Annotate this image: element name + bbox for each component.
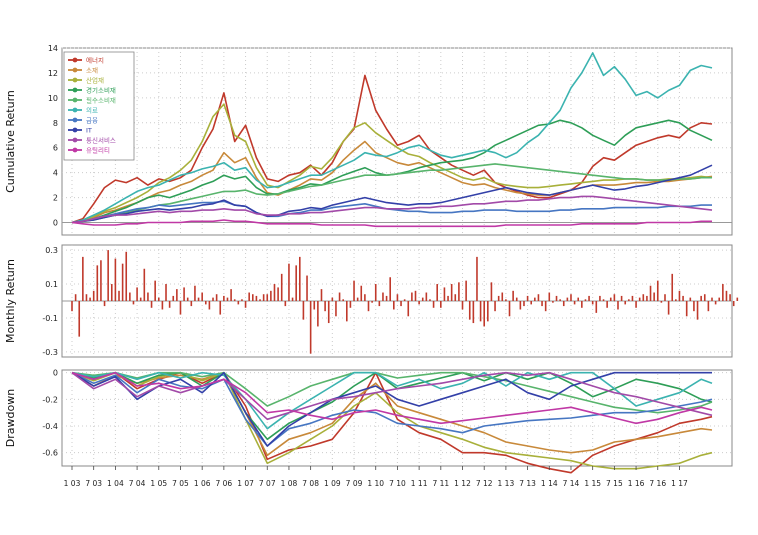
panel-3-series-line [71, 371, 712, 447]
xtick-label: 7 08 [302, 479, 319, 488]
xtick-label: 1 11 [411, 479, 428, 488]
xtick-label: 1 10 [367, 479, 384, 488]
panel-1-ytick-label: 10 [48, 94, 58, 103]
xtick-label: 7 04 [129, 479, 146, 488]
panel-1-ytick-label: 8 [53, 119, 58, 128]
panel-3-ylabel: Drawdown [4, 389, 17, 447]
legend-entry-label: 필수소비재 [86, 96, 116, 105]
xtick-label: 1 13 [498, 479, 515, 488]
xtick-label: 7 06 [216, 479, 233, 488]
xtick-label: 1 03 [64, 479, 81, 488]
xtick-label: 7 05 [172, 479, 189, 488]
legend-entry-label: 통신서비스 [86, 136, 116, 145]
legend-entry-label: 의료 [86, 106, 98, 115]
legend-marker [72, 87, 78, 93]
legend-marker [72, 97, 78, 103]
xtick-label: 7 09 [346, 479, 363, 488]
xtick-label: 7 03 [85, 479, 102, 488]
panel-1-series-line [71, 74, 713, 224]
panel-1-ytick-label: 12 [48, 69, 58, 78]
panel-3-series-line [71, 371, 713, 447]
panel-1-ytick-label: 6 [53, 144, 58, 153]
panel-1-series-line [71, 163, 712, 224]
xtick-label: 1 14 [541, 479, 558, 488]
panel-3-series-line [71, 371, 713, 457]
panel-2-ytick-label: 0.1 [45, 280, 58, 289]
xtick-label: 1 08 [281, 479, 298, 488]
xtick-label: 7 10 [389, 479, 406, 488]
panel-3-series-line [71, 371, 713, 430]
xtick-label: 1 12 [454, 479, 471, 488]
legend-marker [72, 117, 78, 123]
panel-1-ytick-label: 0 [53, 219, 58, 228]
legend-entry-label: 소재 [86, 67, 98, 75]
xtick-label: 7 11 [432, 479, 449, 488]
xtick-label: 7 12 [476, 479, 493, 488]
panel-3-ytick-label: -0.2 [42, 395, 58, 404]
panel-1-series-line [71, 103, 713, 224]
xtick-label: 7 16 [649, 479, 666, 488]
xtick-label: 1 16 [628, 479, 645, 488]
legend-entry-label: 유틸리티 [86, 146, 110, 155]
legend-marker [72, 127, 78, 133]
xtick-label: 7 13 [519, 479, 536, 488]
legend-marker [72, 67, 78, 73]
panel-3-series-line [71, 371, 713, 414]
panel-1-series-line [71, 219, 712, 228]
panel-1-ytick-label: 2 [53, 194, 58, 203]
xtick-label: 1 09 [324, 479, 341, 488]
panel-1-ylabel: Cumulative Return [4, 90, 17, 193]
xtick-label: 1 15 [584, 479, 601, 488]
xtick-label: 1 04 [107, 479, 124, 488]
panel-2-ylabel: Monthly Return [4, 259, 17, 343]
panel-3-ytick-label: -0.4 [42, 422, 58, 431]
panel-3-ytick-label: -0.6 [42, 449, 58, 458]
panel-1-series-line [71, 164, 713, 224]
panel-1-series-line [71, 52, 713, 224]
xtick-label: 1 06 [194, 479, 211, 488]
legend-marker [72, 57, 78, 63]
panel-2-ytick-label: 0.3 [45, 246, 58, 255]
panel-3-series-line [71, 371, 713, 425]
panel-2-ytick-label: -0.1 [42, 314, 58, 323]
panel-1-series-line [71, 140, 713, 224]
legend-marker [72, 107, 78, 113]
legend-entry-label: 경기소비재 [86, 86, 116, 95]
panel-3-series-line [71, 371, 713, 421]
legend-entry-label: 금융 [86, 117, 98, 125]
xtick-label: 7 15 [606, 479, 623, 488]
xtick-label: 1 05 [150, 479, 167, 488]
panel-3-ytick-label: 0 [53, 369, 58, 378]
panel-1-series-line [71, 195, 713, 224]
xtick-label: 1 17 [671, 479, 688, 488]
legend-entry-label: 에너지 [86, 56, 104, 65]
legend-entry-label: IT [86, 127, 92, 135]
legend-marker [72, 77, 78, 83]
legend-marker [72, 137, 78, 143]
legend-entry-label: 산업재 [86, 76, 104, 85]
xtick-label: 7 07 [259, 479, 276, 488]
panel-2-ytick-label: -0.3 [42, 348, 58, 357]
legend-marker [72, 147, 78, 153]
xtick-label: 1 07 [237, 479, 254, 488]
xtick-label: 7 14 [563, 479, 580, 488]
panel-1-ytick-label: 14 [48, 44, 58, 53]
panel-1-ytick-label: 4 [53, 169, 58, 178]
